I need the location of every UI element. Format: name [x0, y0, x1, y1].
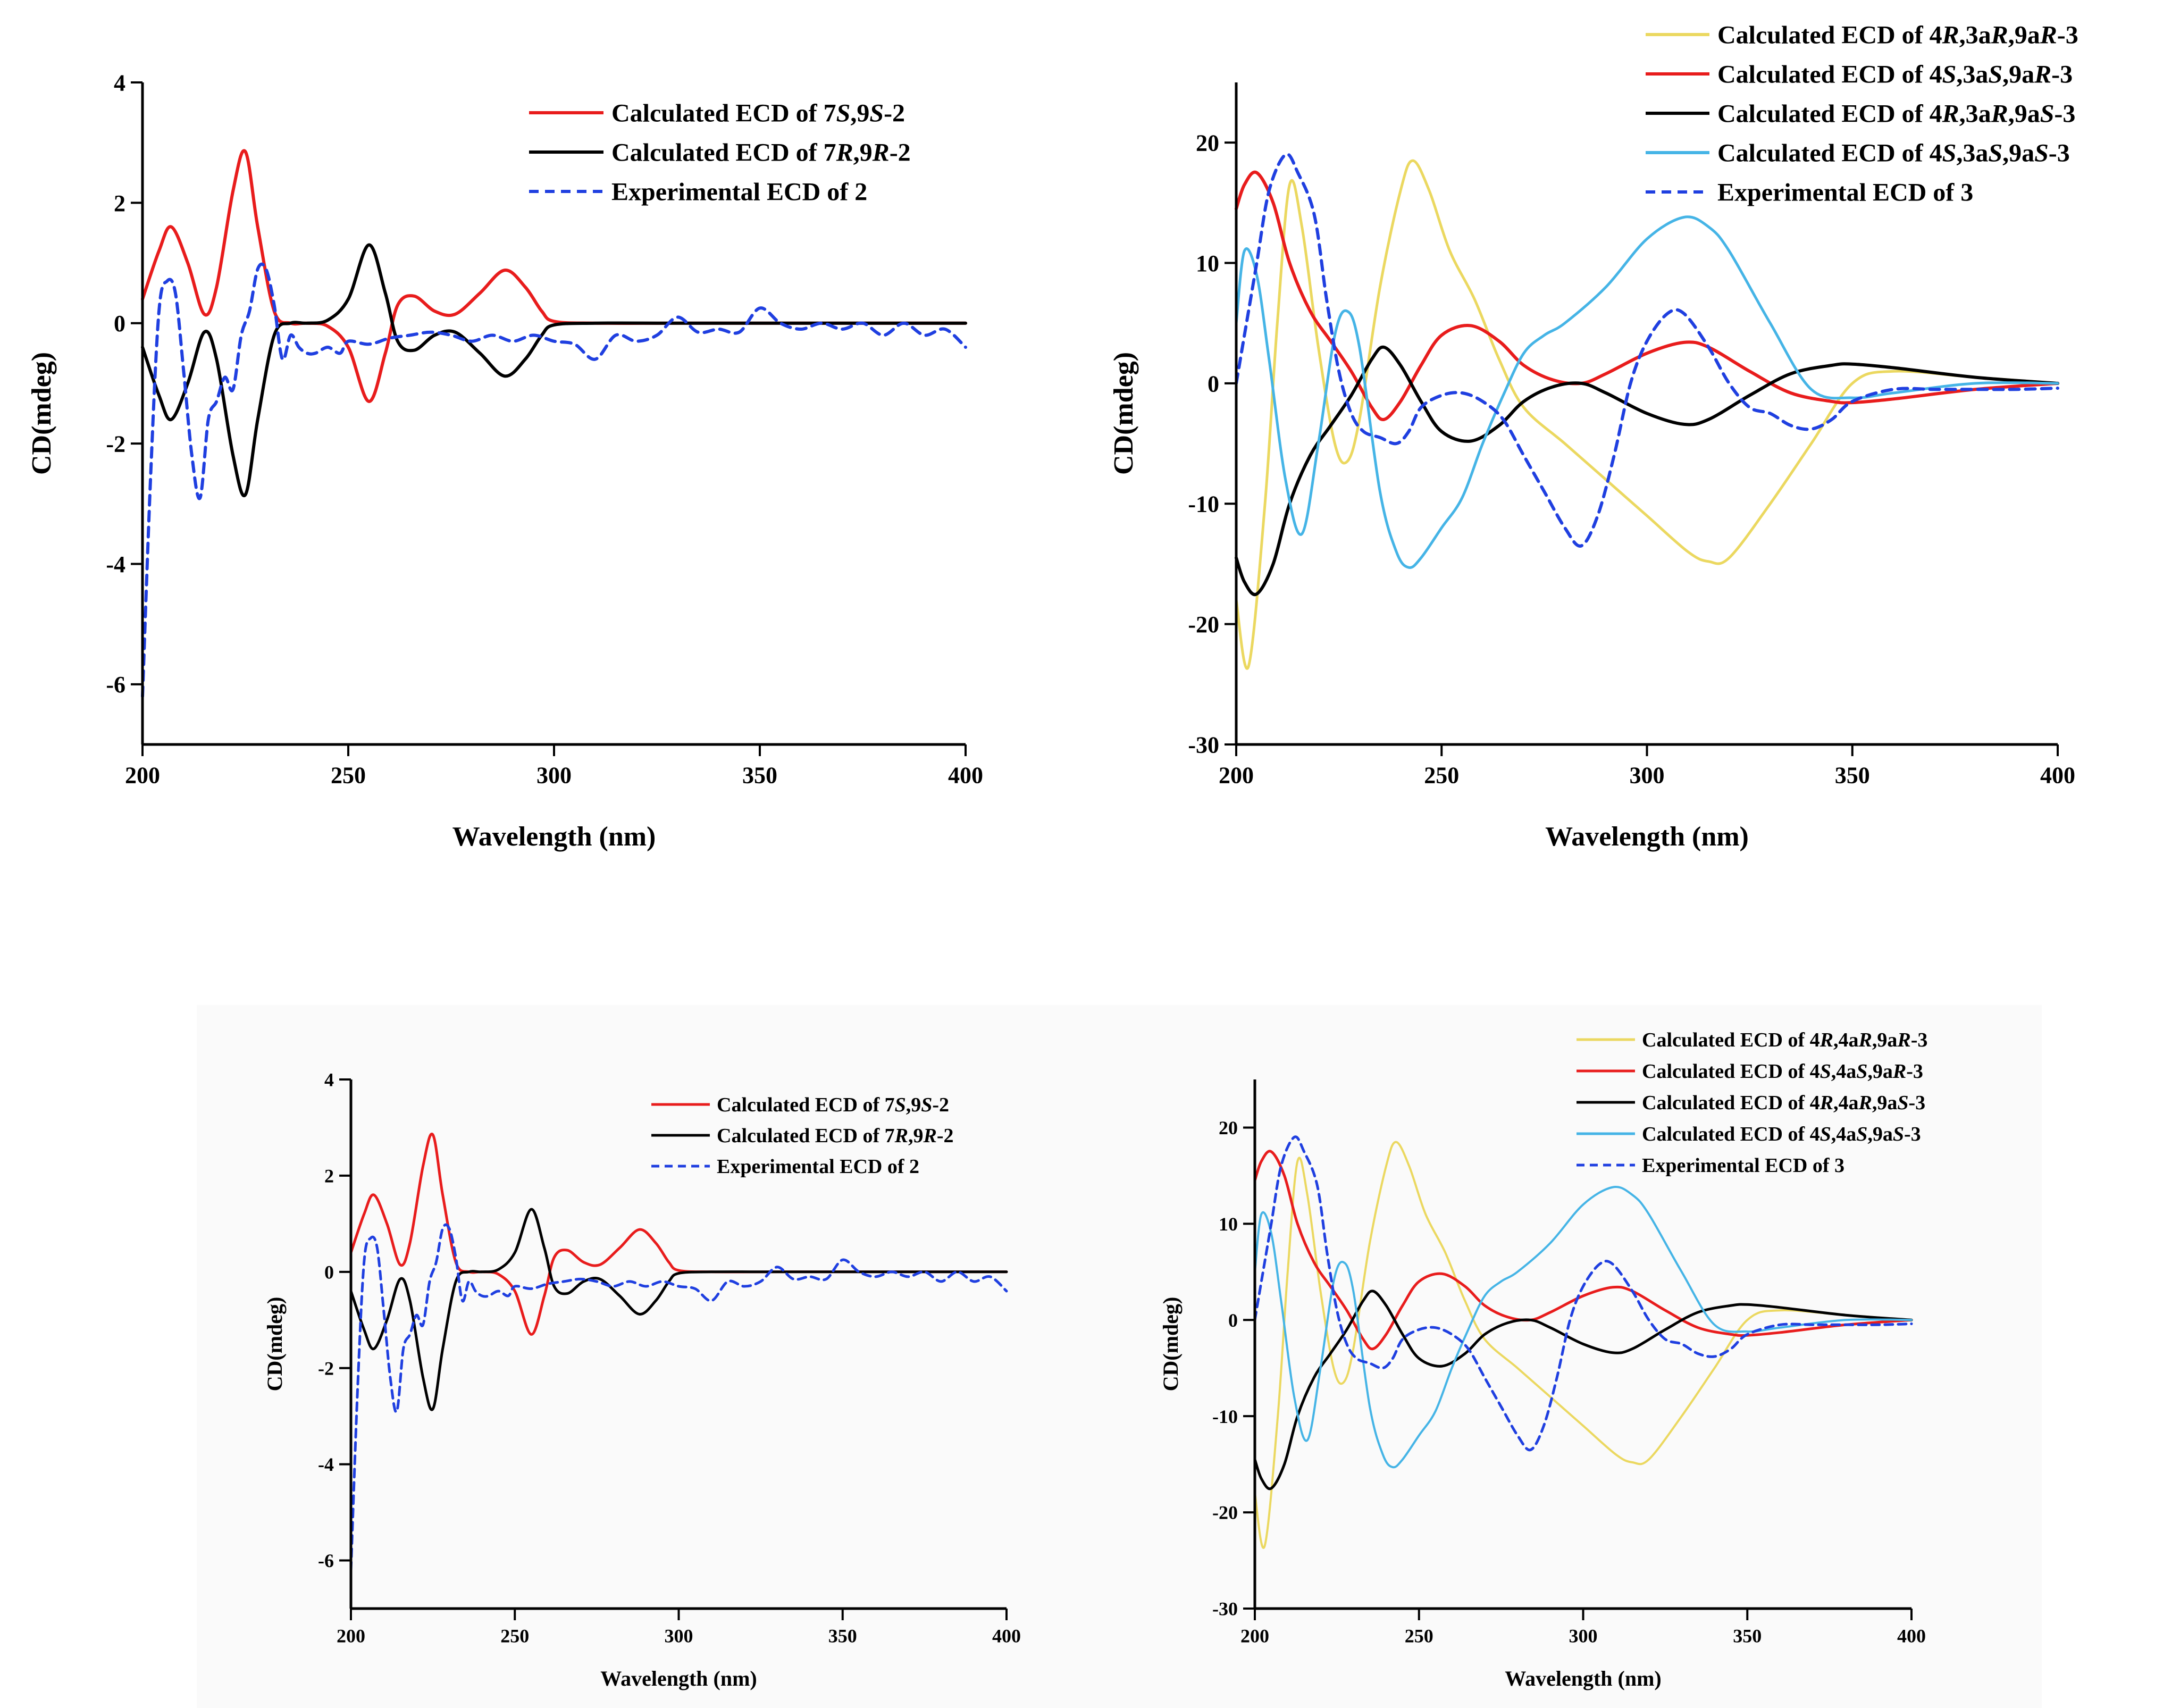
legend-entry-label: Calculated ECD of 4S,4aS,9aR-3 — [1642, 1060, 1923, 1083]
legend-entry-label: Calculated ECD of 7R,9R-2 — [611, 138, 911, 166]
y-tick-label: -2 — [318, 1358, 334, 1379]
legend-entry-label: Experimental ECD of 3 — [1717, 178, 1973, 206]
series-line-cyan — [1235, 215, 2059, 569]
y-tick-label: -10 — [1188, 491, 1219, 517]
legend-entry-label: Calculated ECD of 4S,3aS,9aS-3 — [1717, 139, 2070, 167]
legend: Calculated ECD of 7S,9S-2 Calculated ECD … — [529, 99, 911, 206]
y-tick-label: 4 — [114, 70, 125, 96]
y-tick-label: -4 — [318, 1454, 334, 1475]
x-tick-label: 400 — [1897, 1625, 1926, 1646]
series-line-cyan — [1254, 1186, 1913, 1469]
legend: Calculated ECD of 7S,9S-2 Calculated ECD … — [651, 1094, 953, 1178]
x-tick-label: 350 — [1733, 1625, 1762, 1646]
y-tick-label: -30 — [1212, 1598, 1238, 1620]
x-tick-label: 300 — [1630, 763, 1665, 789]
y-tick-label: -10 — [1212, 1406, 1238, 1427]
x-tick-label: 250 — [331, 763, 366, 789]
series-line-black — [141, 243, 967, 498]
series-line-blue-dashed — [141, 262, 967, 698]
x-axis-title: Wavelength (nm) — [1505, 1667, 1661, 1690]
x-tick-label: 300 — [1569, 1625, 1598, 1646]
x-tick-label: 300 — [536, 763, 572, 789]
x-tick-label: 400 — [948, 763, 983, 789]
legend-entry-label: Calculated ECD of 4S,4aS,9aS-3 — [1642, 1123, 1921, 1145]
series-line-black — [349, 1208, 1008, 1411]
x-tick-label: 400 — [2040, 763, 2075, 789]
legend-entry-label: Calculated ECD of 4R,4aR,9aR-3 — [1642, 1029, 1927, 1051]
x-tick-label: 350 — [828, 1625, 857, 1646]
y-axis-title: CD(mdeg) — [263, 1297, 287, 1392]
x-tick-label: 250 — [1405, 1625, 1433, 1646]
series-line-yellow — [1235, 159, 2059, 670]
y-axis-title: CD(mdeg) — [27, 352, 57, 475]
series-line-blue-dashed — [349, 1223, 1008, 1572]
y-tick-label: 20 — [1196, 130, 1219, 156]
x-tick-label: 250 — [500, 1625, 529, 1646]
x-tick-label: 350 — [742, 763, 777, 789]
series-line-red — [1235, 170, 2059, 421]
legend-entry-label: Calculated ECD of 4S,3aS,9aR-3 — [1717, 60, 2073, 88]
x-axis-title: Wavelength (nm) — [452, 822, 656, 852]
series-line-blue-dashed — [1253, 1135, 1913, 1452]
y-tick-label: -4 — [106, 551, 125, 577]
legend-entry-label: Calculated ECD of 4R,4aR,9aS-3 — [1642, 1092, 1925, 1114]
x-tick-label: 300 — [665, 1625, 693, 1646]
y-tick-label: -6 — [318, 1550, 334, 1571]
y-tick-label: 2 — [114, 190, 125, 216]
series-line-red — [1253, 1150, 1913, 1351]
x-tick-label: 200 — [337, 1625, 365, 1646]
y-tick-label: 0 — [114, 311, 125, 337]
y-tick-label: 20 — [1219, 1117, 1238, 1138]
series-line-yellow — [1254, 1141, 1913, 1549]
y-tick-label: 0 — [1228, 1310, 1238, 1331]
legend-entry-label: Calculated ECD of 7S,9S-2 — [611, 99, 905, 127]
series-line-blue-dashed — [1235, 152, 2059, 548]
x-tick-label: 400 — [992, 1625, 1021, 1646]
x-tick-label: 200 — [1219, 763, 1254, 789]
lower-panels-background — [197, 1005, 2042, 1708]
legend-entry-label: Experimental ECD of 2 — [611, 178, 867, 206]
legend: Calculated ECD of 4R,3aR,9aR-3 Calculated… — [1646, 21, 2078, 206]
legend-entry-label: Calculated ECD of 7S,9S-2 — [717, 1094, 949, 1116]
legend: Calculated ECD of 4R,4aR,9aR-3 Calculated… — [1577, 1029, 1927, 1177]
y-tick-label: -30 — [1188, 732, 1219, 758]
y-tick-label: 10 — [1219, 1213, 1238, 1235]
chart-panel-1: 4 2 0 -2 -4 -6 200 250 300 350 400 Wavelength (nm) C… — [27, 70, 983, 852]
y-tick-label: -20 — [1212, 1502, 1238, 1523]
legend-entry-label: Calculated ECD of 4R,3aR,9aR-3 — [1717, 21, 2078, 49]
x-axis-title: Wavelength (nm) — [1545, 822, 1749, 852]
y-tick-label: -2 — [106, 431, 125, 457]
y-tick-label: 4 — [324, 1069, 334, 1091]
legend-entry-label: Calculated ECD of 4R,3aR,9aS-3 — [1717, 99, 2075, 128]
x-tick-label: 250 — [1424, 763, 1459, 789]
x-tick-label: 200 — [125, 763, 160, 789]
x-tick-label: 350 — [1835, 763, 1870, 789]
x-tick-label: 200 — [1240, 1625, 1269, 1646]
x-axis-title: Wavelength (nm) — [600, 1667, 757, 1690]
legend-entry-label: Experimental ECD of 3 — [1642, 1154, 1844, 1177]
series-line-black — [1235, 345, 2059, 597]
legend-entry-label: Experimental ECD of 2 — [717, 1156, 919, 1178]
y-axis-title: CD(mdeg) — [1159, 1297, 1183, 1392]
y-tick-label: 0 — [1208, 371, 1219, 397]
series-line-black — [1253, 1290, 1913, 1491]
y-tick-label: -6 — [106, 672, 125, 698]
legend-entry-label: Calculated ECD of 7R,9R-2 — [717, 1125, 953, 1147]
chart-panel-3: 4 2 0 -2 -4 -6 200 250 300 350 400 Wavelength (nm) C… — [263, 1069, 1021, 1690]
y-tick-label: -20 — [1188, 612, 1219, 638]
y-tick-label: 10 — [1196, 250, 1219, 277]
y-tick-label: 0 — [324, 1261, 334, 1283]
y-axis-title: CD(mdeg) — [1109, 352, 1139, 475]
y-tick-label: 2 — [324, 1166, 334, 1187]
